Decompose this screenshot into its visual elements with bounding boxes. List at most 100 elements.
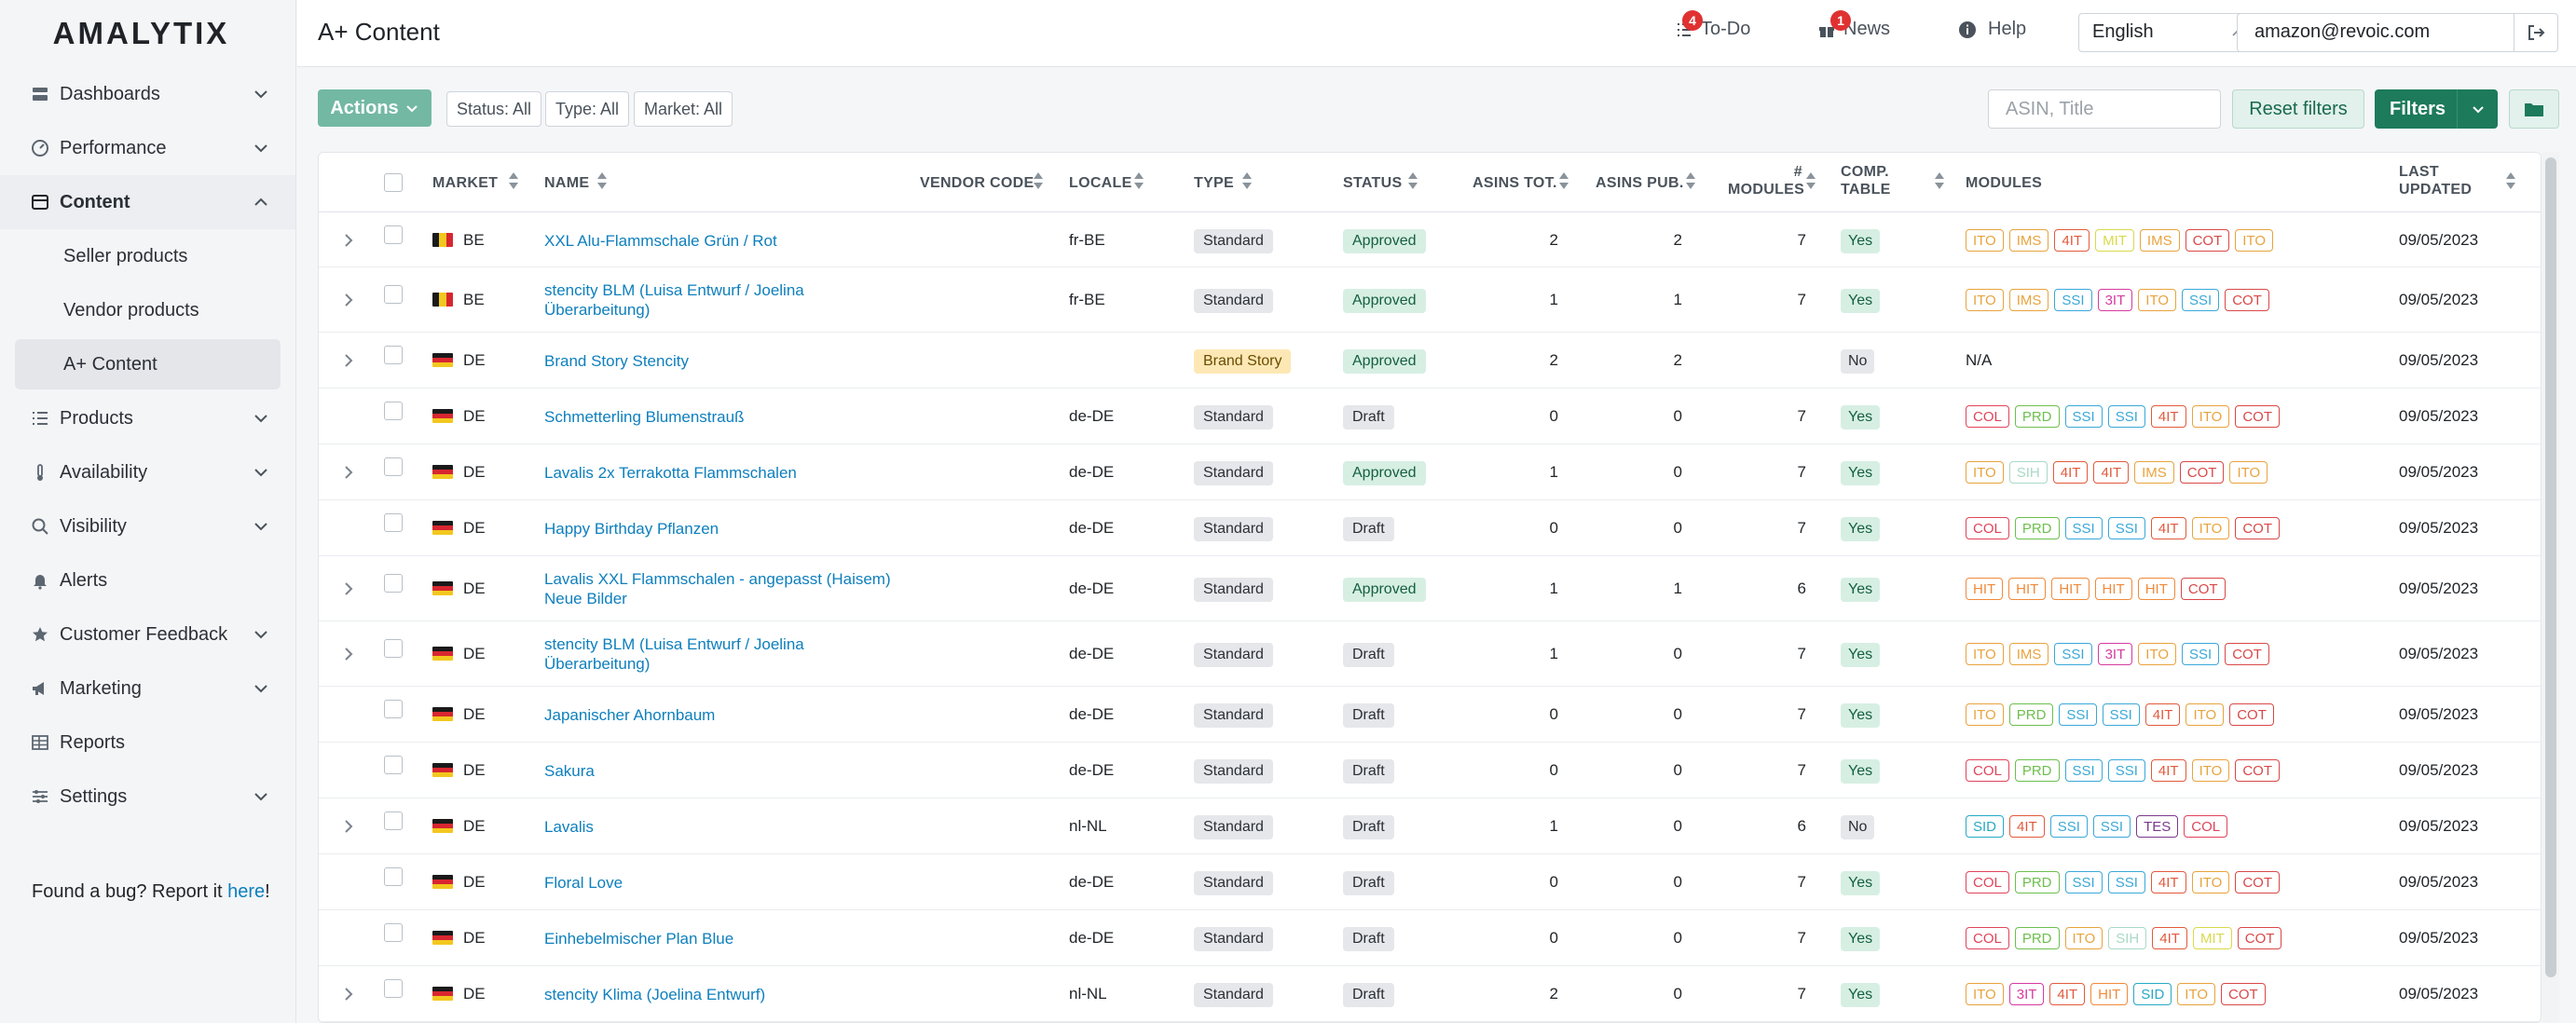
header-market[interactable]: MARKET: [432, 175, 499, 191]
header-type[interactable]: TYPE: [1194, 175, 1234, 191]
sidebar-item-dashboards[interactable]: Dashboards: [0, 67, 295, 121]
table-row[interactable]: DE Lavalis nl-NL Standard Draft 1 0 6 No SID 4IT SS…: [319, 798, 2541, 854]
table-row[interactable]: DE Happy Birthday Pflanzen de-DE Standard Dr…: [319, 500, 2541, 556]
row-checkbox[interactable]: [384, 756, 403, 774]
market-filter[interactable]: Market: All: [634, 91, 733, 127]
header-name[interactable]: NAME: [544, 175, 590, 191]
sidebar-item-availability[interactable]: Availability: [0, 445, 295, 499]
row-checkbox[interactable]: [384, 867, 403, 886]
reset-filters-button[interactable]: Reset filters: [2232, 89, 2364, 129]
content-name-link[interactable]: Lavalis 2x Terrakotta Flammschalen: [544, 463, 908, 483]
scrollbar-thumb[interactable]: [2545, 157, 2556, 977]
expand-row-icon[interactable]: [339, 985, 358, 1003]
expand-row-icon[interactable]: [339, 351, 358, 370]
header-vendor-code[interactable]: VENDOR CODE: [920, 175, 1035, 191]
table-row[interactable]: BE stencity BLM (Luisa Entwurf / Joelina Ü…: [319, 267, 2541, 333]
row-checkbox[interactable]: [384, 513, 403, 532]
brand-logo[interactable]: AMALYTIX: [52, 16, 230, 50]
content-name-link[interactable]: stencity Klima (Joelina Entwurf): [544, 985, 908, 1004]
table-scrollbar[interactable]: [2542, 152, 2559, 1023]
expand-row-icon[interactable]: [339, 463, 358, 482]
table-row[interactable]: DE Sakura de-DE Standard Draft 0 0 7 Yes COL PRD SS…: [319, 743, 2541, 798]
search-input[interactable]: ASIN, Title: [1988, 89, 2221, 129]
content-name-link[interactable]: Happy Birthday Pflanzen: [544, 519, 908, 539]
content-name-link[interactable]: Lavalis XXL Flammschalen - angepasst (Ha…: [544, 569, 908, 608]
expand-row-icon[interactable]: [339, 645, 358, 663]
table-row[interactable]: DE Lavalis 2x Terrakotta Flammschalen de-D…: [319, 444, 2541, 500]
content-name-link[interactable]: stencity BLM (Luisa Entwurf / Joelina Übe…: [544, 634, 908, 674]
row-checkbox[interactable]: [384, 979, 403, 998]
content-name-link[interactable]: Lavalis: [544, 817, 908, 837]
status-filter[interactable]: Status: All: [446, 91, 542, 127]
sidebar-item-settings[interactable]: Settings: [0, 770, 295, 824]
table-row[interactable]: BE XXL Alu-Flammschale Grün / Rot fr-BE Sta…: [319, 213, 2541, 267]
sidebar-item-alerts[interactable]: Alerts: [0, 553, 295, 607]
content-name-link[interactable]: Japanischer Ahornbaum: [544, 705, 908, 725]
sort-icon[interactable]: [1241, 170, 1253, 191]
saved-filters-button[interactable]: [2509, 89, 2559, 129]
table-row[interactable]: DE Brand Story Stencity Brand Story Approve…: [319, 333, 2541, 389]
table-row[interactable]: DE Japanischer Ahornbaum de-DE Standard Draf…: [319, 687, 2541, 743]
sidebar-item-content[interactable]: Content: [0, 175, 295, 229]
row-checkbox[interactable]: [384, 346, 403, 364]
sort-icon[interactable]: [508, 170, 519, 191]
content-name-link[interactable]: Sakura: [544, 761, 908, 781]
sidebar-item-marketing[interactable]: Marketing: [0, 662, 295, 716]
content-name-link[interactable]: Einhebelmischer Plan Blue: [544, 929, 908, 948]
table-row[interactable]: DE Floral Love de-DE Standard Draft 0 0 7 Yes COL…: [319, 854, 2541, 910]
sidebar-subitem-seller-products[interactable]: Seller products: [63, 245, 188, 266]
expand-row-icon[interactable]: [339, 291, 358, 309]
row-checkbox[interactable]: [384, 574, 403, 593]
header-asins-pub[interactable]: ASINS PUB.: [1596, 175, 1684, 191]
row-checkbox[interactable]: [384, 923, 403, 942]
header-modules-count[interactable]: # MODULES: [1728, 163, 1804, 198]
language-select[interactable]: English: [2078, 13, 2259, 52]
expand-row-icon[interactable]: [339, 580, 358, 598]
content-name-link[interactable]: Floral Love: [544, 873, 908, 893]
header-locale[interactable]: LOCALE: [1069, 175, 1132, 191]
table-row[interactable]: DE Schmetterling Blumenstrauß de-DE Standar…: [319, 389, 2541, 444]
sidebar-subitem-vendor-products[interactable]: Vendor products: [63, 299, 199, 321]
sort-icon[interactable]: [1685, 170, 1696, 191]
row-checkbox[interactable]: [384, 639, 403, 658]
select-all-checkbox[interactable]: [384, 173, 403, 192]
filters-button[interactable]: Filters: [2375, 89, 2498, 129]
filters-dropdown-toggle[interactable]: [2457, 89, 2498, 129]
sidebar-item-reports[interactable]: Reports: [0, 716, 295, 770]
sidebar-item-performance[interactable]: Performance: [0, 121, 295, 175]
account-email[interactable]: amazon@revoic.com: [2237, 13, 2514, 52]
content-name-link[interactable]: XXL Alu-Flammschale Grün / Rot: [544, 231, 908, 251]
header-comp-table[interactable]: COMP. TABLE: [1841, 163, 1891, 198]
header-asins-tot[interactable]: ASINS TOT.: [1473, 175, 1557, 191]
sort-icon[interactable]: [1934, 170, 1945, 191]
sort-icon[interactable]: [1033, 170, 1044, 191]
sidebar-item-products[interactable]: Products: [0, 391, 295, 445]
sort-icon[interactable]: [1133, 170, 1144, 191]
row-checkbox[interactable]: [384, 285, 403, 304]
sort-icon[interactable]: [1558, 170, 1569, 191]
sort-icon[interactable]: [1805, 170, 1816, 191]
sort-icon[interactable]: [596, 170, 608, 191]
row-checkbox[interactable]: [384, 700, 403, 718]
todo-link[interactable]: 4 To-Do: [1675, 10, 1750, 40]
row-checkbox[interactable]: [384, 402, 403, 420]
header-status[interactable]: STATUS: [1343, 175, 1403, 191]
sidebar-item-visibility[interactable]: Visibility: [0, 499, 295, 553]
table-row[interactable]: DE Lavalis XXL Flammschalen - angepasst (…: [319, 556, 2541, 621]
sidebar-item-customer-feedback[interactable]: Customer Feedback: [0, 607, 295, 662]
header-last-updated[interactable]: LAST UPDATED: [2399, 163, 2472, 198]
sidebar-subitem-a-content[interactable]: A+ Content: [15, 339, 281, 389]
content-name-link[interactable]: Brand Story Stencity: [544, 351, 908, 371]
row-checkbox[interactable]: [384, 812, 403, 830]
sort-icon[interactable]: [2505, 170, 2516, 191]
expand-row-icon[interactable]: [339, 817, 358, 836]
row-checkbox[interactable]: [384, 457, 403, 476]
logout-button[interactable]: [2514, 13, 2558, 52]
expand-row-icon[interactable]: [339, 231, 358, 250]
actions-button[interactable]: Actions: [318, 89, 432, 127]
row-checkbox[interactable]: [384, 225, 403, 244]
table-row[interactable]: DE stencity BLM (Luisa Entwurf / Joelina Ü…: [319, 621, 2541, 687]
table-row[interactable]: DE Einhebelmischer Plan Blue de-DE Standard…: [319, 910, 2541, 966]
sort-icon[interactable]: [1407, 170, 1418, 191]
bug-report-link[interactable]: here: [227, 881, 266, 902]
